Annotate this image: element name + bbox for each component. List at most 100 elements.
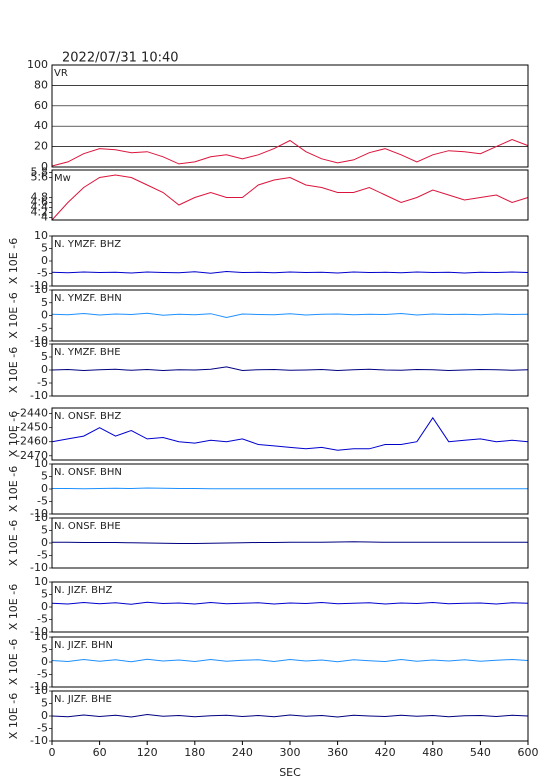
y-tick-label: -5 [37, 549, 48, 562]
panel-label: VR [54, 68, 68, 79]
y-axis-label: X 10E -6 [7, 693, 20, 739]
y-tick-label: 10 [34, 630, 48, 643]
y-tick-label: 4.8 [31, 191, 49, 204]
panel-label: N. ONSF. BHZ [54, 411, 121, 422]
y-tick-label: 0 [41, 160, 48, 173]
y-tick-label: -5 [37, 613, 48, 626]
data-line [51, 713, 529, 718]
y-tick-label: 0 [41, 482, 48, 495]
x-tick-label: 60 [93, 746, 107, 759]
y-axis-label: X 10E -6 [7, 639, 20, 685]
y-tick-label: 4 [41, 211, 48, 224]
data-line [52, 487, 528, 490]
x-tick-label: 600 [518, 746, 539, 759]
y-axis-label: X 10E -6 [7, 292, 20, 338]
panel-frame [51, 517, 529, 569]
y-tick-label: 0 [41, 363, 48, 376]
y-tick-label: -10 [30, 625, 48, 638]
y-tick-label: 5 [41, 643, 48, 656]
panel-label: N. ONSF. BHE [54, 521, 121, 532]
x-tick-label: 300 [280, 746, 301, 759]
y-tick-label: -5 [37, 321, 48, 334]
data-line [51, 312, 529, 319]
y-tick-label: 5 [41, 697, 48, 710]
panel-label: N. YMZF. BHZ [54, 239, 121, 250]
x-tick-label: 180 [184, 746, 205, 759]
y-tick-label: 0 [41, 600, 48, 613]
data-line [51, 174, 529, 221]
y-tick-label: 40 [34, 119, 48, 132]
x-tick-label: 480 [422, 746, 443, 759]
x-tick-label: 0 [49, 746, 56, 759]
y-tick-label: 0 [41, 655, 48, 668]
y-axis-label: X 10E -6 [7, 466, 20, 512]
y-axis-label: X 10E -6 [7, 347, 20, 393]
data-line [51, 658, 529, 663]
y-tick-label: 4.6 [31, 196, 49, 209]
y-axis-label: X 10E -6 [7, 411, 20, 457]
y-tick-label: -10 [30, 279, 48, 292]
x-tick-label: 540 [470, 746, 491, 759]
panel-label: N. YMZF. BHE [54, 347, 121, 358]
panel-frame [51, 343, 529, 397]
data-line [52, 541, 528, 544]
y-axis-label: X 10E -6 [7, 584, 20, 630]
y-axis-label: X 10E -6 [7, 520, 20, 566]
y-tick-label: 10 [34, 457, 48, 470]
y-tick-label: 5 [41, 588, 48, 601]
panel-label: N. JIZF. BHN [54, 640, 113, 651]
data-line [51, 366, 529, 372]
panel-frame [51, 289, 529, 342]
x-axis-label: SEC [279, 766, 301, 779]
data-line [51, 416, 529, 451]
y-axis-label: X 10E -6 [7, 238, 20, 284]
y-tick-label: -5 [37, 495, 48, 508]
y-tick-label: 80 [34, 78, 48, 91]
panel-frame [51, 463, 529, 515]
panel-label: N. ONSF. BHN [54, 467, 122, 478]
y-tick-label: -10 [30, 507, 48, 520]
y-tick-label: -10 [30, 734, 48, 747]
panel-frame [51, 636, 529, 688]
panel-frame [51, 235, 529, 287]
x-tick-label: 240 [232, 746, 253, 759]
data-line [51, 270, 529, 274]
y-tick-label: -2470 [16, 449, 48, 462]
y-tick-label: 5.8 [31, 166, 49, 179]
panel-label: N. JIZF. BHZ [54, 585, 112, 596]
y-tick-label: 5 [41, 470, 48, 483]
y-tick-label: 60 [34, 99, 48, 112]
y-tick-label: 0 [41, 709, 48, 722]
y-tick-label: 5 [41, 296, 48, 309]
y-tick-label: 5 [41, 242, 48, 255]
y-tick-label: 5 [41, 524, 48, 537]
y-tick-label: 0 [41, 536, 48, 549]
x-tick-label: 420 [375, 746, 396, 759]
y-tick-label: -10 [30, 389, 48, 402]
panel-label: N. YMZF. BHN [54, 293, 122, 304]
y-tick-label: 0 [41, 309, 48, 322]
data-line [51, 601, 529, 605]
y-tick-label: -5 [37, 267, 48, 280]
chart-title: 2022/07/31 10:40 [62, 51, 179, 66]
y-tick-label: 10 [34, 511, 48, 524]
y-tick-label: 10 [34, 337, 48, 350]
panel-label: N. JIZF. BHE [54, 694, 112, 705]
x-tick-label: 120 [137, 746, 158, 759]
y-tick-label: 100 [27, 58, 48, 71]
y-tick-label: 10 [34, 684, 48, 697]
data-line [51, 138, 529, 167]
panel-frame [51, 407, 529, 461]
y-tick-label: -5 [37, 722, 48, 735]
panel-label: Mw [54, 173, 71, 184]
y-tick-label: -5 [37, 376, 48, 389]
y-tick-label: 10 [34, 283, 48, 296]
x-tick-label: 360 [327, 746, 348, 759]
y-tick-label: 5 [41, 350, 48, 363]
y-tick-label: 5.6 [31, 171, 49, 184]
panel-frame [51, 64, 529, 168]
y-tick-label: -2450 [16, 421, 48, 434]
y-tick-label: -2440 [16, 407, 48, 420]
panel-frame [51, 169, 529, 221]
